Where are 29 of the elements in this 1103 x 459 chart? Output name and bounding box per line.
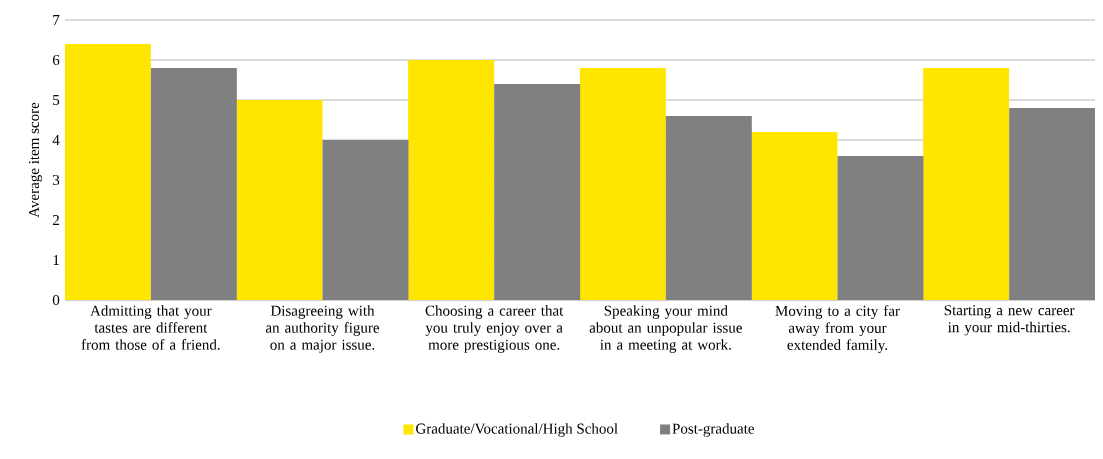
bar — [65, 44, 151, 300]
legend-label: Post-graduate — [672, 423, 754, 437]
x-tick-label: Disagreeing with an authority figure on a major issue. — [265, 305, 380, 353]
x-tick-label: Admitting that your tastes are different from those of a friend. — [81, 305, 220, 350]
bar — [1009, 108, 1095, 300]
bar — [150, 68, 237, 300]
x-tick-label: Starting a new career in your mid-thirties. — [944, 305, 1075, 336]
y-tick-label: 4 — [52, 135, 60, 145]
bar — [494, 84, 581, 300]
x-tick-label: Moving to a city far away from your extended family. — [775, 305, 900, 353]
x-tick-label: Choosing a career that you truly enjoy over a more prestigious one. — [425, 305, 564, 353]
bar — [923, 68, 1010, 300]
y-tick-label: 0 — [52, 294, 60, 306]
bar — [322, 140, 409, 300]
y-tick-label: 5 — [53, 95, 60, 105]
x-tick-label: Speaking your mind about an unpopular issue in a meeting at work. — [589, 305, 742, 353]
bar — [579, 68, 666, 300]
y-tick-label: 7 — [53, 15, 60, 25]
y-axis-title: Average item score — [28, 102, 43, 218]
bar — [751, 132, 838, 300]
y-tick-label: 6 — [52, 54, 60, 66]
y-tick-label: 1 — [53, 255, 59, 265]
y-tick-label: 3 — [53, 174, 60, 186]
bar — [236, 100, 323, 300]
bar — [408, 60, 495, 300]
bar — [665, 116, 752, 300]
y-tick-label: 2 — [52, 215, 59, 225]
bar — [837, 156, 924, 300]
legend-label: Graduate/Vocational/High School — [416, 423, 618, 437]
